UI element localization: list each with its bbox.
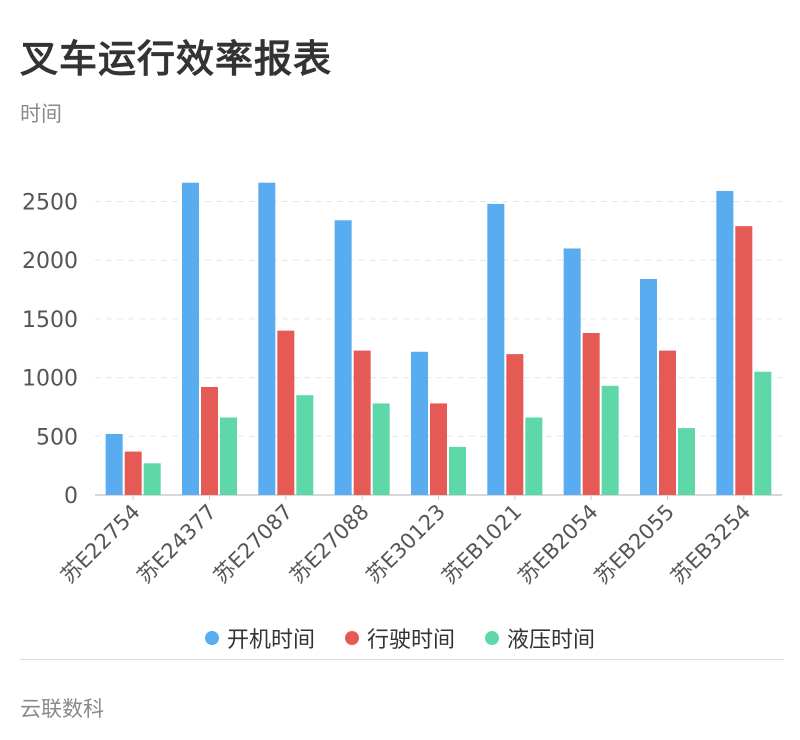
bar-series-1 — [411, 351, 428, 495]
legend-label-series-1: 开机时间 — [226, 628, 315, 653]
bar-series-3 — [525, 417, 543, 495]
bar-series-2 — [353, 350, 371, 495]
bar-series-2 — [277, 330, 295, 495]
bar-series-1 — [182, 182, 199, 495]
x-tick-label: 苏E27088 — [285, 500, 373, 588]
bar-series-2 — [582, 332, 600, 495]
legend-label-series-2: 行驶时间 — [366, 628, 455, 653]
bar-series-2 — [659, 350, 676, 495]
bar-series-1 — [640, 278, 657, 495]
y-tick-label: 2500 — [22, 191, 78, 216]
y-tick-label: 2000 — [22, 249, 78, 274]
x-tick-label: 苏E27087 — [209, 500, 297, 588]
legend-dot-series-1 — [204, 631, 219, 645]
page-subtitle: 时间 — [20, 102, 62, 126]
x-tick-label: 苏EB2055 — [590, 500, 679, 589]
y-tick-label: 1500 — [22, 308, 78, 333]
page-title: 叉车运行效率报表 — [20, 37, 333, 81]
bar-series-3 — [601, 385, 619, 495]
bar-series-2 — [506, 354, 524, 495]
bar-series-1 — [487, 203, 505, 495]
bar-series-1 — [105, 433, 123, 495]
bar-series-2 — [430, 403, 447, 495]
bar-chart: 05001000150020002500苏E22754苏E24377苏E2708… — [22, 182, 782, 589]
bar-series-3 — [143, 463, 161, 495]
bar-series-1 — [716, 190, 734, 495]
footer-divider — [20, 659, 784, 660]
bar-series-1 — [258, 182, 276, 495]
bar-series-3 — [220, 417, 237, 495]
bar-series-2 — [124, 451, 142, 495]
legend-item-series-2[interactable]: 行驶时间 — [344, 622, 455, 654]
bar-series-2 — [201, 386, 218, 495]
bar-series-3 — [754, 371, 772, 495]
legend-label-series-3: 液压时间 — [507, 628, 596, 653]
y-tick-label: 0 — [64, 484, 78, 509]
y-tick-label: 500 — [36, 425, 78, 450]
bar-series-3 — [372, 403, 390, 495]
legend-item-series-3[interactable]: 液压时间 — [485, 622, 595, 654]
bar-series-1 — [334, 220, 352, 495]
x-tick-label: 苏EB2054 — [514, 500, 603, 589]
legend-dot-series-2 — [344, 631, 359, 645]
bar-series-2 — [735, 226, 753, 496]
y-tick-label: 1000 — [22, 367, 78, 392]
x-tick-label: 苏E24377 — [133, 500, 221, 588]
footer-text: 云联数科 — [20, 697, 104, 721]
x-tick-label: 苏E30123 — [362, 500, 450, 588]
legend-item-series-1[interactable]: 开机时间 — [204, 622, 315, 654]
x-tick-label: 苏EB1021 — [437, 500, 526, 589]
x-tick-label: 苏E22754 — [56, 500, 144, 588]
x-tick-label: 苏EB3254 — [666, 500, 755, 589]
bar-series-3 — [678, 428, 695, 495]
bar-series-3 — [296, 395, 314, 495]
chart-legend: 开机时间 行驶时间 液压时间 — [0, 622, 800, 654]
legend-dot-series-3 — [485, 631, 499, 645]
bar-series-1 — [563, 248, 581, 495]
bar-series-3 — [449, 446, 466, 495]
